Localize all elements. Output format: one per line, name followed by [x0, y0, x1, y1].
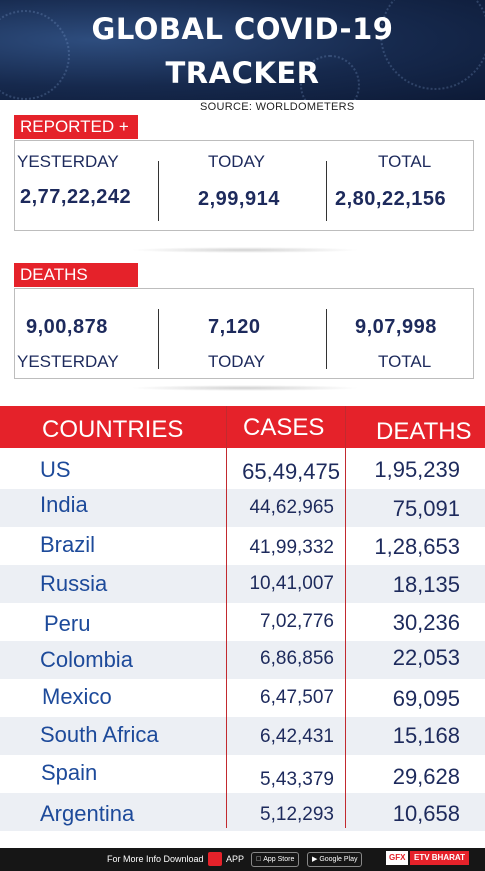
country-cases: 10,41,007	[249, 573, 334, 594]
divider	[326, 161, 327, 221]
page-title-line2: TRACKER	[165, 56, 320, 90]
footer-bar: For More Info Download APP  App Store ▶…	[0, 848, 485, 871]
google-play-label: Google Play	[319, 856, 358, 863]
table-row: Spain 5,43,379 29,628	[0, 755, 485, 793]
country-cases: 6,47,507	[260, 687, 334, 708]
reported-box	[14, 140, 474, 231]
source-label: SOURCE: WORLDOMETERS	[200, 101, 355, 113]
country-cases: 65,49,475	[242, 459, 340, 484]
virus-graphic	[380, 0, 485, 90]
deaths-yesterday-value: 9,00,878	[26, 316, 108, 338]
table-row: Peru 7,02,776 30,236	[0, 603, 485, 641]
reported-total-label: TOTAL	[378, 152, 432, 171]
virus-graphic	[300, 55, 360, 100]
deaths-tag: DEATHS	[14, 263, 138, 287]
table-row: India 44,62,965 75,091	[0, 489, 485, 527]
deaths-yesterday-label: YESTERDAY	[17, 352, 119, 371]
country-cases: 6,42,431	[260, 726, 334, 747]
reported-today-label: TODAY	[208, 152, 265, 171]
table-row: Brazil 41,99,332 1,28,653	[0, 527, 485, 565]
country-name: Argentina	[40, 801, 135, 826]
country-deaths: 69,095	[392, 686, 460, 711]
reported-yesterday-label: YESTERDAY	[17, 152, 119, 171]
footer-app-text: APP	[226, 854, 245, 864]
table-row: South Africa 6,42,431 15,168	[0, 717, 485, 755]
country-name: US	[40, 457, 71, 482]
etv-app-icon[interactable]	[208, 852, 222, 866]
deaths-header: DEATHS	[376, 418, 472, 445]
country-deaths: 30,236	[392, 610, 460, 635]
table-header: COUNTRIES CASES DEATHS	[0, 406, 485, 448]
etv-bharat-logo: ETV BHARAT	[410, 851, 469, 865]
page-title: GLOBAL COVID-19	[91, 12, 394, 46]
shadow-divider	[130, 247, 360, 253]
country-deaths: 15,168	[392, 723, 460, 748]
deaths-box	[14, 288, 474, 379]
country-cases: 5,43,379	[260, 769, 334, 790]
country-name: Colombia	[40, 647, 133, 672]
table-row: Russia 10,41,007 18,135	[0, 565, 485, 603]
country-cases: 5,12,293	[260, 804, 334, 825]
country-cases: 7,02,776	[260, 611, 334, 632]
table-row: Argentina 5,12,293 10,658	[0, 793, 485, 831]
deaths-today-value: 7,120	[208, 316, 261, 338]
table-row: US 65,49,475 1,95,239	[0, 451, 485, 489]
country-deaths: 18,135	[392, 572, 460, 597]
country-name: Brazil	[40, 532, 96, 557]
country-deaths: 75,091	[392, 496, 460, 521]
app-store-label: App Store	[256, 856, 294, 863]
table-row: Colombia 6,86,856 22,053	[0, 641, 485, 679]
country-cases: 44,62,965	[249, 497, 334, 518]
reported-today-value: 2,99,914	[198, 188, 280, 210]
country-name: India	[40, 492, 88, 517]
reported-tag: REPORTED +	[14, 115, 138, 139]
google-play-badge[interactable]: ▶ Google Play	[307, 852, 363, 867]
reported-yesterday-value: 2,77,22,242	[20, 186, 132, 208]
gfx-label: GFX	[386, 851, 409, 865]
shadow-divider	[130, 385, 360, 391]
app-store-badge[interactable]:  App Store	[251, 852, 300, 867]
country-deaths: 1,28,653	[374, 534, 460, 559]
deaths-total-value: 9,07,998	[355, 316, 437, 338]
column-divider	[345, 406, 346, 828]
header-banner: GLOBAL COVID-19 TRACKER	[0, 0, 485, 100]
country-name: Russia	[40, 571, 108, 596]
table-row: Mexico 6,47,507 69,095	[0, 679, 485, 717]
footer-info-text: For More Info Download	[107, 854, 204, 864]
country-deaths: 1,95,239	[374, 457, 460, 482]
divider	[326, 309, 327, 369]
country-name: Spain	[41, 760, 98, 785]
cases-header: CASES	[243, 414, 325, 441]
country-deaths: 29,628	[392, 764, 460, 789]
country-cases: 41,99,332	[249, 537, 334, 558]
country-deaths: 22,053	[392, 645, 460, 670]
countries-header: COUNTRIES	[42, 416, 184, 443]
reported-total-value: 2,80,22,156	[335, 188, 447, 210]
country-name: Mexico	[42, 684, 112, 709]
divider	[158, 161, 159, 221]
country-cases: 6,86,856	[260, 648, 334, 669]
country-name: South Africa	[40, 722, 159, 747]
column-divider	[226, 406, 227, 828]
country-deaths: 10,658	[392, 801, 460, 826]
deaths-total-label: TOTAL	[378, 352, 432, 371]
country-name: Peru	[44, 611, 91, 636]
divider	[158, 309, 159, 369]
deaths-today-label: TODAY	[208, 352, 265, 371]
